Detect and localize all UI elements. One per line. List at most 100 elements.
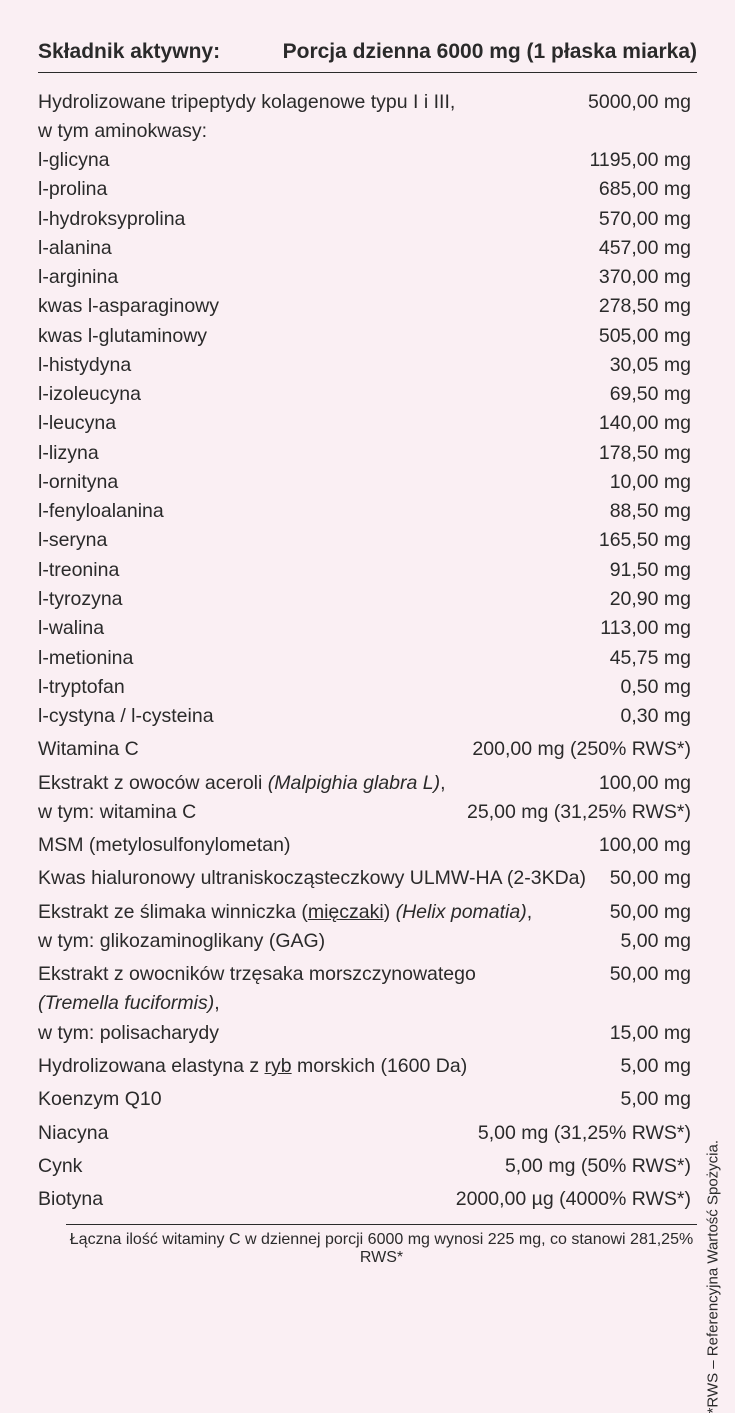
ingredient-name: l-ornityna [38, 468, 610, 496]
ingredient-name: w tym aminokwasy: [38, 117, 691, 145]
ingredient-name: l-seryna [38, 526, 599, 554]
ingredient-name: MSM (metylosulfonylometan) [38, 831, 599, 859]
ingredient-value: 457,00 mg [599, 234, 697, 262]
ingredient-value: 30,05 mg [610, 351, 697, 379]
ingredient-name: Koenzym Q10 [38, 1085, 621, 1113]
ingredient-name: Ekstrakt z owocników trzęsaka morszczyno… [38, 960, 610, 988]
ingredient-value: 91,50 mg [610, 556, 697, 584]
ingredient-value: 505,00 mg [599, 322, 697, 350]
ingredient-rows: Hydrolizowane tripeptydy kolagenowe typu… [38, 87, 697, 1214]
ingredient-value: 140,00 mg [599, 409, 697, 437]
ingredient-value: 50,00 mg [610, 898, 697, 926]
ingredient-row: l-metionina45,75 mg [38, 643, 697, 672]
ingredient-name: Witamina C [38, 735, 472, 763]
ingredient-row: Witamina C200,00 mg (250% RWS*) [38, 735, 697, 764]
ingredient-name: l-prolina [38, 175, 599, 203]
ingredient-row: l-lizyna178,50 mg [38, 438, 697, 467]
ingredient-value: 278,50 mg [599, 292, 697, 320]
ingredient-row: l-glicyna1195,00 mg [38, 146, 697, 175]
ingredient-name: w tym: witamina C [38, 798, 467, 826]
ingredient-row: l-cystyna / l-cysteina0,30 mg [38, 702, 697, 731]
ingredient-row: w tym: glikozaminoglikany (GAG)5,00 mg [38, 926, 697, 955]
ingredient-row: Ekstrakt z owocników trzęsaka morszczyno… [38, 960, 697, 989]
ingredient-value: 50,00 mg [610, 960, 697, 988]
ingredient-row: l-fenyloalanina88,50 mg [38, 497, 697, 526]
ingredient-row: l-treonina91,50 mg [38, 555, 697, 584]
ingredient-value: 5,00 mg (31,25% RWS*) [478, 1119, 697, 1147]
ingredient-value: 5,00 mg [621, 927, 697, 955]
ingredient-value: 178,50 mg [599, 439, 697, 467]
ingredient-row: l-tryptofan0,50 mg [38, 672, 697, 701]
ingredient-row: w tym: polisacharydy15,00 mg [38, 1018, 697, 1047]
ingredient-name: (Tremella fuciformis), [38, 989, 691, 1017]
ingredient-name: l-fenyloalanina [38, 497, 610, 525]
side-note: *RWS – Referencyjna Wartość Spożycia. [704, 1140, 721, 1413]
ingredient-value: 100,00 mg [599, 769, 697, 797]
ingredient-name: Niacyna [38, 1119, 478, 1147]
ingredient-name: l-hydroksyprolina [38, 205, 599, 233]
ingredient-row: Ekstrakt ze ślimaka winniczka (mięczaki)… [38, 897, 697, 926]
ingredient-row: kwas l-glutaminowy505,00 mg [38, 321, 697, 350]
ingredient-value: 100,00 mg [599, 831, 697, 859]
ingredient-value: 88,50 mg [610, 497, 697, 525]
ingredient-row: l-hydroksyprolina570,00 mg [38, 204, 697, 233]
footnote: Łączna ilość witaminy C w dziennej porcj… [66, 1224, 697, 1267]
header-right: Porcja dzienna 6000 mg (1 płaska miarka) [283, 40, 697, 64]
ingredient-name: l-metionina [38, 644, 610, 672]
ingredient-name: w tym: glikozaminoglikany (GAG) [38, 927, 621, 955]
ingredient-row: w tym aminokwasy: [38, 116, 697, 145]
ingredient-row: l-seryna165,50 mg [38, 526, 697, 555]
ingredient-value: 20,90 mg [610, 585, 697, 613]
ingredient-row: l-leucyna140,00 mg [38, 409, 697, 438]
ingredient-row: (Tremella fuciformis), [38, 989, 697, 1018]
ingredient-name: l-lizyna [38, 439, 599, 467]
ingredient-name: w tym: polisacharydy [38, 1019, 610, 1047]
header-left: Składnik aktywny: [38, 40, 220, 64]
ingredient-value: 370,00 mg [599, 263, 697, 291]
ingredient-row: Hydrolizowane tripeptydy kolagenowe typu… [38, 87, 697, 116]
ingredient-value: 5,00 mg (50% RWS*) [505, 1152, 697, 1180]
ingredient-name: l-alanina [38, 234, 599, 262]
ingredient-value: 570,00 mg [599, 205, 697, 233]
ingredient-row: Kwas hialuronowy ultraniskocząsteczkowy … [38, 864, 697, 893]
ingredient-row: l-arginina370,00 mg [38, 263, 697, 292]
ingredient-name: l-leucyna [38, 409, 599, 437]
ingredient-name: l-izoleucyna [38, 380, 610, 408]
ingredient-name: Ekstrakt ze ślimaka winniczka (mięczaki)… [38, 898, 610, 926]
ingredient-row: l-walina113,00 mg [38, 614, 697, 643]
ingredient-name: Kwas hialuronowy ultraniskocząsteczkowy … [38, 864, 610, 892]
ingredient-value: 200,00 mg (250% RWS*) [472, 735, 697, 763]
ingredient-row: kwas l-asparaginowy278,50 mg [38, 292, 697, 321]
ingredient-value: 25,00 mg (31,25% RWS*) [467, 798, 697, 826]
ingredient-value: 0,50 mg [621, 673, 697, 701]
ingredient-row: Ekstrakt z owoców aceroli (Malpighia gla… [38, 768, 697, 797]
ingredient-value: 5,00 mg [621, 1085, 697, 1113]
ingredient-name: l-glicyna [38, 146, 589, 174]
ingredient-name: Ekstrakt z owoców aceroli (Malpighia gla… [38, 769, 599, 797]
ingredient-name: kwas l-asparaginowy [38, 292, 599, 320]
ingredient-row: Cynk5,00 mg (50% RWS*) [38, 1151, 697, 1180]
ingredient-row: Hydrolizowana elastyna z ryb morskich (1… [38, 1052, 697, 1081]
ingredient-value: 165,50 mg [599, 526, 697, 554]
ingredient-value: 0,30 mg [621, 702, 697, 730]
ingredient-row: Niacyna5,00 mg (31,25% RWS*) [38, 1118, 697, 1147]
ingredient-name: Cynk [38, 1152, 505, 1180]
ingredient-name: l-treonina [38, 556, 610, 584]
ingredient-value: 69,50 mg [610, 380, 697, 408]
ingredient-value: 2000,00 µg (4000% RWS*) [456, 1185, 697, 1213]
ingredient-name: l-arginina [38, 263, 599, 291]
ingredient-value: 10,00 mg [610, 468, 697, 496]
ingredient-row: l-histydyna30,05 mg [38, 350, 697, 379]
ingredient-name: l-tyrozyna [38, 585, 610, 613]
ingredient-value: 5000,00 mg [588, 88, 697, 116]
table-header: Składnik aktywny: Porcja dzienna 6000 mg… [38, 40, 697, 73]
ingredient-row: l-prolina685,00 mg [38, 175, 697, 204]
ingredient-name: kwas l-glutaminowy [38, 322, 599, 350]
ingredient-value: 1195,00 mg [589, 146, 697, 174]
ingredient-row: l-alanina457,00 mg [38, 233, 697, 262]
ingredient-value: 113,00 mg [600, 614, 697, 642]
ingredient-row: l-izoleucyna69,50 mg [38, 380, 697, 409]
ingredient-row: Koenzym Q105,00 mg [38, 1085, 697, 1114]
ingredient-name: l-tryptofan [38, 673, 621, 701]
ingredient-value: 15,00 mg [610, 1019, 697, 1047]
